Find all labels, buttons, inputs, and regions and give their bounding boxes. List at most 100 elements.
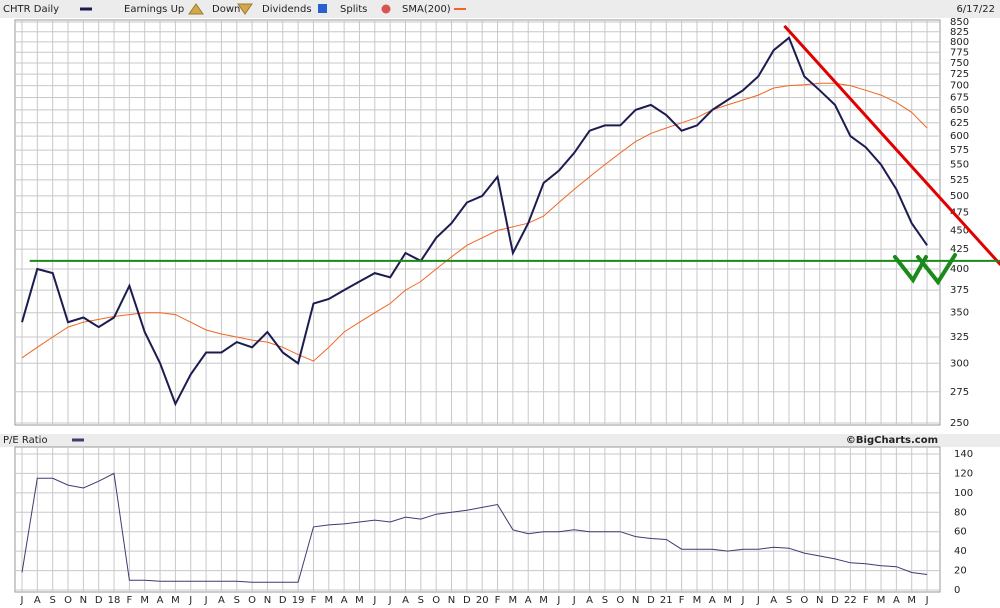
legend-icon — [318, 4, 327, 13]
x-tick-label: O — [616, 595, 624, 606]
x-tick-label: 18 — [108, 595, 121, 606]
series-line — [21, 36, 928, 407]
x-tick-label: S — [786, 595, 792, 606]
plot-area — [14, 446, 941, 593]
x-tick-label: A — [893, 595, 900, 606]
x-tick-label: 22 — [844, 595, 857, 606]
x-tick-label: S — [50, 595, 56, 606]
x-tick-label: J — [756, 595, 760, 606]
x-tick-label: J — [572, 595, 576, 606]
x-tick-label: A — [34, 595, 41, 606]
x-tick-label: A — [770, 595, 777, 606]
x-tick-label: D — [279, 595, 287, 606]
y-tick-label: 120 — [954, 468, 973, 479]
legend-bar — [0, 434, 1000, 447]
y-tick-label: 775 — [950, 47, 969, 58]
date-label: 6/17/22 — [956, 4, 995, 15]
x-tick-label: O — [64, 595, 72, 606]
y-tick-label: 750 — [950, 58, 969, 69]
x-tick-label: M — [509, 595, 518, 606]
x-tick-label: J — [20, 595, 24, 606]
y-tick-label: 600 — [950, 131, 969, 142]
x-tick-label: F — [863, 595, 869, 606]
y-tick-label: 450 — [950, 225, 969, 236]
y-tick-label: 20 — [954, 566, 967, 577]
y-tick-label: 400 — [950, 264, 969, 275]
legend-icon — [188, 3, 204, 15]
x-tick-label: A — [218, 595, 225, 606]
x-tick-label: J — [388, 595, 392, 606]
legend-icon — [381, 4, 391, 14]
x-tick-label: O — [248, 595, 256, 606]
x-tick-label: J — [556, 595, 560, 606]
legend-label: Dividends — [262, 4, 312, 15]
x-tick-label: S — [234, 595, 240, 606]
x-tick-label: 19 — [292, 595, 305, 606]
y-tick-label: 550 — [950, 160, 969, 171]
y-tick-label: 625 — [950, 118, 969, 129]
y-tick-label: 425 — [950, 244, 969, 255]
x-tick-label: O — [800, 595, 808, 606]
x-tick-label: J — [372, 595, 376, 606]
x-tick-label: F — [311, 595, 317, 606]
y-tick-label: 500 — [950, 191, 969, 202]
y-tick-label: 325 — [950, 332, 969, 343]
x-tick-label: N — [80, 595, 87, 606]
y-tick-label: 650 — [950, 105, 969, 116]
x-tick-label: S — [602, 595, 608, 606]
x-tick-label: N — [448, 595, 455, 606]
x-tick-label: 21 — [660, 595, 673, 606]
y-tick-label: 800 — [950, 37, 969, 48]
x-tick-label: M — [907, 595, 916, 606]
x-tick-label: F — [495, 595, 501, 606]
y-tick-label: 40 — [954, 546, 967, 557]
x-tick-label: J — [188, 595, 192, 606]
x-tick-label: A — [525, 595, 532, 606]
plot-area — [14, 19, 941, 426]
x-tick-label: A — [157, 595, 164, 606]
x-tick-label: M — [324, 595, 333, 606]
x-tick-label: M — [693, 595, 702, 606]
x-tick-label: M — [355, 595, 364, 606]
y-tick-label: 140 — [954, 449, 973, 460]
y-tick-label: 300 — [950, 358, 969, 369]
source-label: ©BigCharts.com — [846, 435, 938, 446]
legend-label: Earnings Up — [124, 4, 184, 15]
y-tick-label: 0 — [954, 585, 960, 596]
y-tick-label: 60 — [954, 527, 967, 538]
x-tick-label: A — [402, 595, 409, 606]
x-tick-label: M — [140, 595, 149, 606]
y-tick-label: 475 — [950, 208, 969, 219]
trendline — [783, 24, 1000, 266]
x-tick-label: A — [586, 595, 593, 606]
x-tick-label: N — [816, 595, 823, 606]
series-line — [21, 82, 928, 362]
x-tick-label: A — [709, 595, 716, 606]
legend-label: Splits — [340, 4, 367, 15]
y-tick-label: 525 — [950, 175, 969, 186]
annotation-v — [893, 253, 957, 286]
legend-icon — [237, 3, 253, 15]
y-tick-label: 675 — [950, 93, 969, 104]
y-tick-label: 250 — [950, 418, 969, 429]
series-line — [21, 472, 928, 583]
x-tick-label: D — [463, 595, 471, 606]
x-tick-label: M — [723, 595, 732, 606]
y-tick-label: 725 — [950, 69, 969, 80]
x-tick-label: D — [95, 595, 103, 606]
x-tick-label: J — [741, 595, 745, 606]
x-tick-label: M — [171, 595, 180, 606]
x-tick-label: J — [925, 595, 929, 606]
legend-label: Down — [212, 4, 240, 15]
x-tick-label: S — [418, 595, 424, 606]
x-tick-label: M — [877, 595, 886, 606]
y-tick-label: 575 — [950, 145, 969, 156]
y-tick-label: 850 — [950, 17, 969, 28]
x-tick-label: F — [679, 595, 685, 606]
x-tick-label: O — [432, 595, 440, 606]
legend-label: SMA(200) — [402, 4, 451, 15]
x-tick-label: D — [647, 595, 655, 606]
y-tick-label: 375 — [950, 285, 969, 296]
y-tick-label: 700 — [950, 81, 969, 92]
